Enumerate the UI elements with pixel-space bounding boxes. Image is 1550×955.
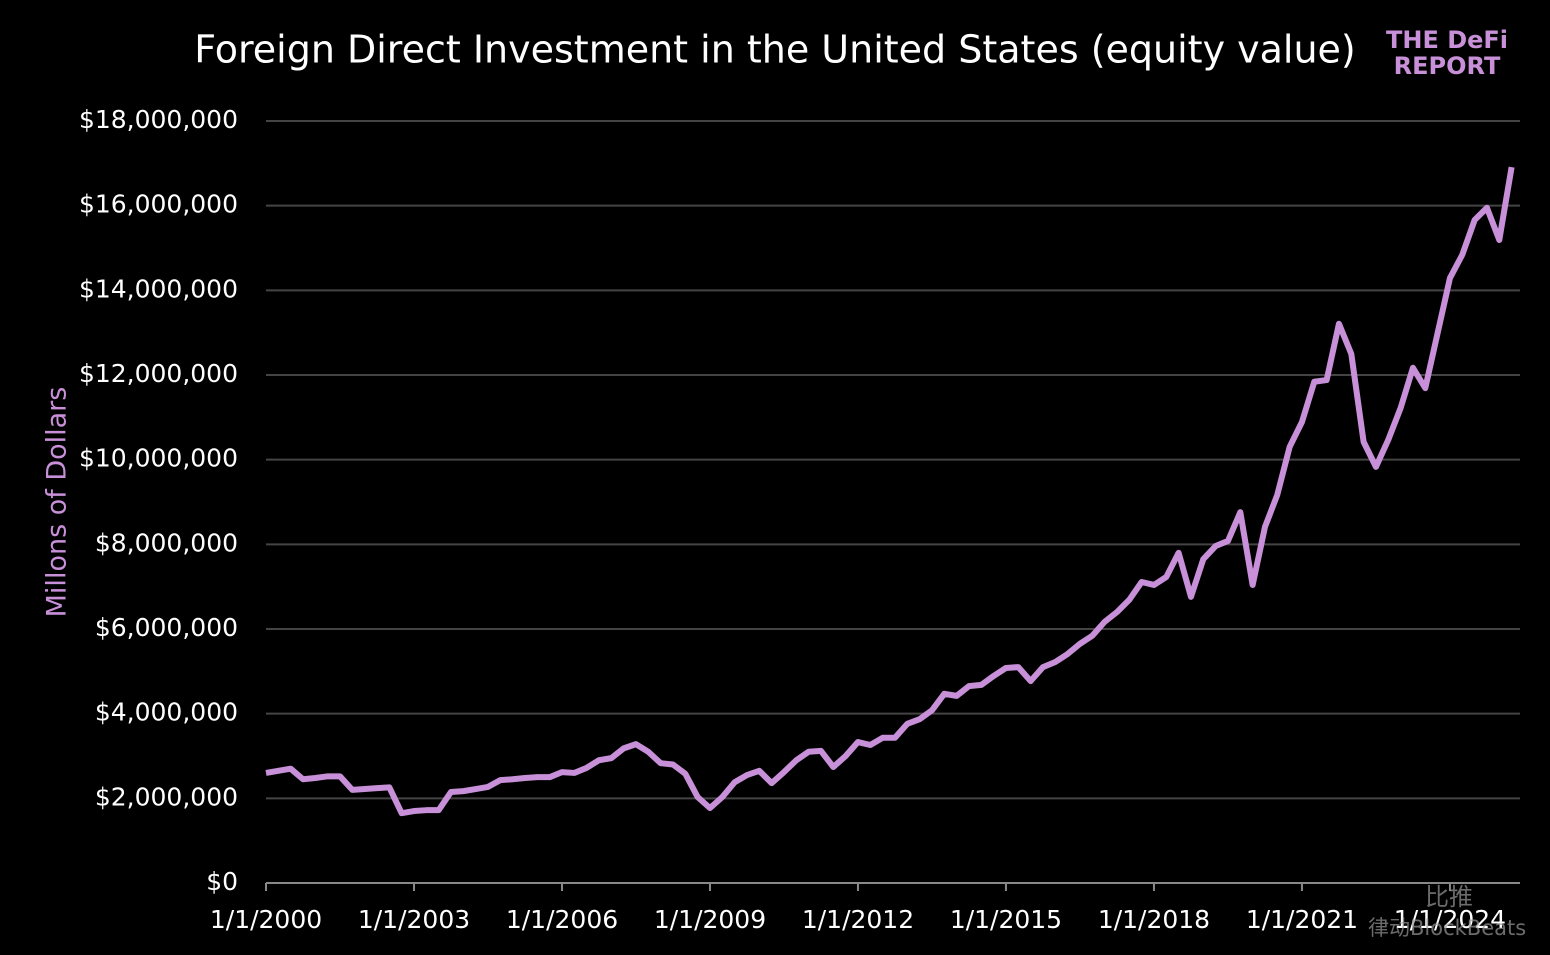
x-tick-label: 1/1/2009 [654,905,766,934]
y-tick-label: $18,000,000 [79,105,238,134]
watermark: 律动BlockBeats [1368,916,1526,940]
y-tick-label: $4,000,000 [95,698,238,727]
y-tick-label: $10,000,000 [79,444,238,473]
x-tick-label: 1/1/2006 [506,905,618,934]
x-tick-label: 1/1/2003 [358,905,470,934]
x-tick-label: 1/1/2024 [1394,905,1506,934]
x-tick-label: 1/1/2000 [210,905,322,934]
logo-line: THE DeFi [1386,26,1508,54]
y-tick-label: $6,000,000 [95,613,238,642]
chart-title: Foreign Direct Investment in the United … [194,28,1356,72]
y-tick-label: $2,000,000 [95,782,238,811]
data-line [265,166,1515,817]
x-tick-label: 1/1/2018 [1098,905,1210,934]
x-tick-label: 1/1/2021 [1246,905,1358,934]
y-axis-label: Millons of Dollars [42,387,73,618]
x-tick-label: 1/1/2012 [802,905,914,934]
y-tick-label: $16,000,000 [79,190,238,219]
y-tick-label: $8,000,000 [95,528,238,557]
x-tick-label: 1/1/2015 [950,905,1062,934]
logo-line: REPORT [1394,52,1501,80]
y-tick-label: $12,000,000 [79,359,238,388]
y-tick-label: $0 [206,867,238,896]
y-tick-label: $14,000,000 [79,274,238,303]
watermark: 比推 [1425,883,1473,911]
